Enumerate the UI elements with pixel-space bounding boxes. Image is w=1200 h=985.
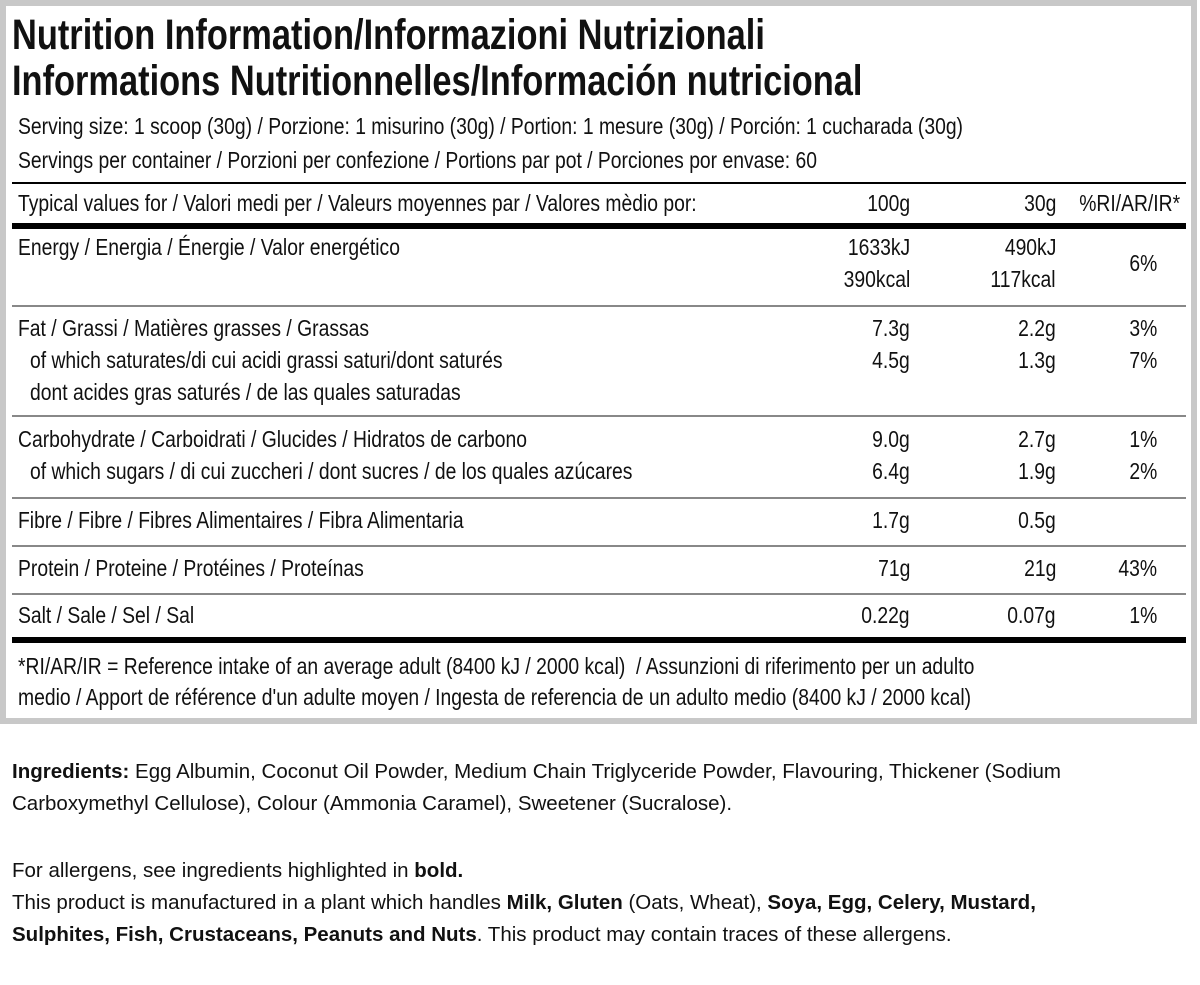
footnote: *RI/AR/IR = Reference intake of an avera… [18,653,975,680]
column-header: Typical values for / Valori medi per / V… [18,190,697,217]
nutrient-label: Protein / Proteine / Protéines / Proteín… [18,555,364,582]
footnote: medio / Apport de référence d'un adulte … [18,684,972,711]
rule [12,182,1186,184]
value-100g: 6.4g [872,458,910,485]
allergens-intro: For allergens, see ingredients highlight… [12,855,1132,887]
value-100g: 7.3g [872,315,910,342]
nutrition-panel [0,0,1197,724]
ingredients-text: Egg Albumin, Coconut Oil Powder, Medium … [12,760,1067,815]
separator [12,497,1186,499]
value-ri: 1% [1129,602,1157,629]
nutrient-label: Carbohydrate / Carboidrati / Glucides / … [18,426,528,453]
separator [12,305,1186,307]
column-header: %RI/AR/IR* [1079,190,1180,217]
value-100g: 4.5g [872,347,910,374]
rule [12,223,1186,229]
ingredients-label: Ingredients: [12,760,130,783]
nutrient-label: Fibre / Fibre / Fibres Alimentaires / Fi… [18,507,464,534]
allergen-text: (Oats, Wheat), [622,891,768,914]
value-30g: 490kJ [1004,234,1056,261]
rule [12,637,1186,643]
column-header: 30g [1023,190,1056,217]
value-ri: 2% [1129,458,1157,485]
value-ri: 3% [1129,315,1157,342]
nutrient-label: Fat / Grassi / Matières grasses / Grassa… [18,315,370,342]
value-30g: 0.07g [1007,602,1056,629]
nutrient-label: of which sugars / di cui zuccheri / dont… [30,458,633,485]
value-100g: 1633kJ [847,234,910,261]
separator [12,593,1186,595]
value-100g: 1.7g [872,507,910,534]
title: Informations Nutritionnelles/Información… [12,57,863,106]
value-100g: 0.22g [861,602,910,629]
value-30g: 21g [1023,555,1056,582]
value-100g: 9.0g [872,426,910,453]
value-30g: 1.3g [1018,347,1056,374]
nutrient-label: Salt / Sale / Sel / Sal [18,602,195,629]
nutrient-label: Energy / Energia / Énergie / Valor energ… [18,234,400,261]
separator [12,545,1186,547]
serving-size: Serving size: 1 scoop (30g) / Porzione: … [18,113,963,140]
column-header: 100g [867,190,910,217]
separator [12,415,1186,417]
value-30g: 0.5g [1018,507,1056,534]
allergen-text: Milk, Gluten [506,891,623,914]
allergen-text: bold. [414,859,464,882]
value-100g: 390kcal [843,266,910,293]
value-30g: 2.7g [1018,426,1056,453]
allergen-text: For allergens, see ingredients highlight… [12,859,415,882]
nutrient-label: of which saturates/di cui acidi grassi s… [30,347,503,374]
allergen-text: . This product may contain traces of the… [476,923,952,946]
value-ri: 43% [1118,555,1157,582]
allergens-statement: This product is manufactured in a plant … [12,887,1132,951]
ingredients: Ingredients: Egg Albumin, Coconut Oil Po… [12,756,1132,820]
value-30g: 2.2g [1018,315,1056,342]
allergen-text: Soya, Egg, Celery, Mustard, Sulphites, F… [12,891,1042,946]
nutrient-label: dont acides gras saturés / de las quales… [30,379,461,406]
value-100g: 71g [877,555,910,582]
allergen-text: This product is manufactured in a plant … [12,891,507,914]
title: Nutrition Information/Informazioni Nutri… [12,11,765,60]
value-30g: 1.9g [1018,458,1056,485]
value-30g: 117kcal [990,266,1056,293]
value-ri: 7% [1129,347,1157,374]
value-ri: 6% [1129,250,1157,277]
value-ri: 1% [1129,426,1157,453]
servings-per-container: Servings per container / Porzioni per co… [18,147,818,174]
